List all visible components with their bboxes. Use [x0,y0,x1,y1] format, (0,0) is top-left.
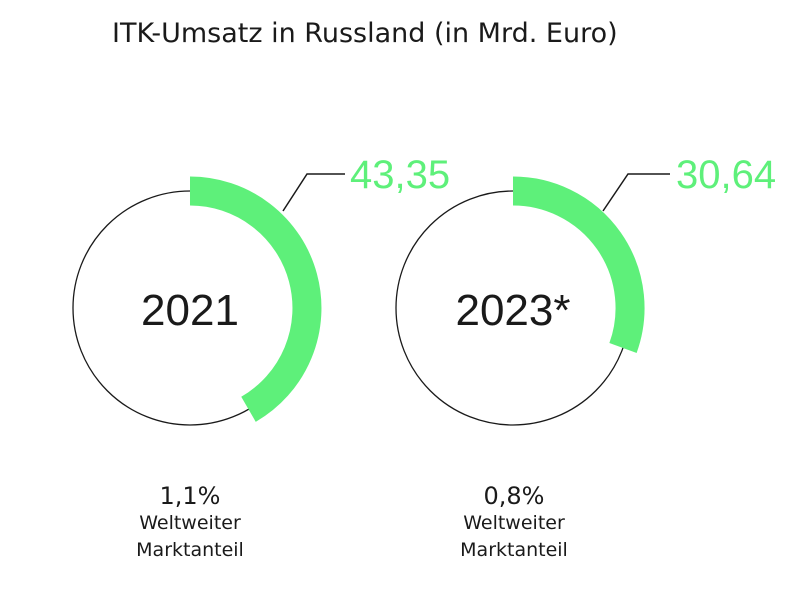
market-share-2023: 0,8% Weltweiter Marktanteil [404,482,624,564]
market-share-label-line2: Marktanteil [136,539,244,561]
market-share-label-line1: Weltweiter [463,512,565,534]
donut-2021-leader-line [282,173,345,212]
market-share-label-line1: Weltweiter [139,512,241,534]
donut-2021-arc [189,176,322,422]
donut-2023-value-label: 30,64 [676,153,776,197]
donut-2023-leader-line [602,173,670,212]
donut-2021-value-label: 43,35 [350,153,450,197]
market-share-2021: 1,1% Weltweiter Marktanteil [80,482,300,564]
donut-2021: 43,35 2021 [72,153,450,426]
donut-2021-year-label: 2021 [141,286,239,335]
donut-2023-year-label: 2023* [455,286,570,335]
market-share-label-line2: Marktanteil [460,539,568,561]
market-share-value: 0,8% [483,482,545,510]
chart-title: ITK-Umsatz in Russland (in Mrd. Euro) [112,18,618,49]
donut-2023: 30,64 2023* [395,153,776,426]
market-share-value: 1,1% [159,482,221,510]
donut-2023-arc [512,176,645,353]
